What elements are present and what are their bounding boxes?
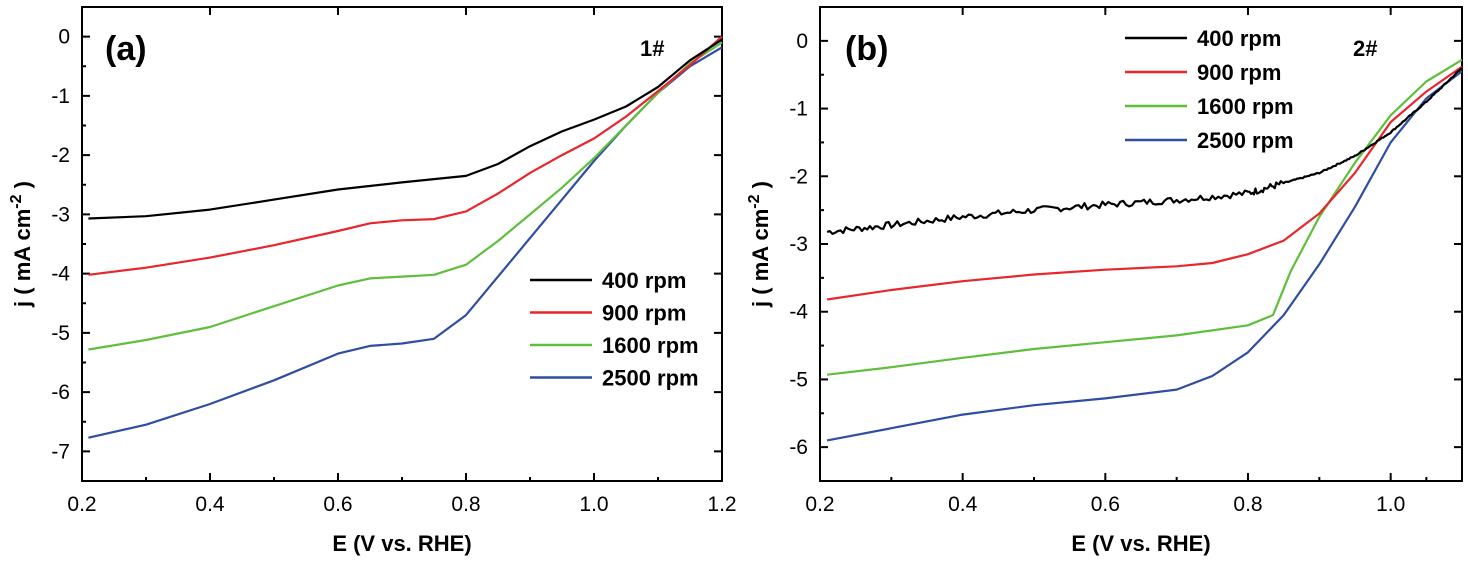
series-line-2500-rpm	[826, 70, 1463, 442]
series-line-400-rpm	[826, 67, 1463, 235]
legend-label: 400 rpm	[1197, 26, 1281, 51]
panel-b: 0.2 0.4 0.6 0.8 1.0 0 -1 -2 -3 -4 -5 -6 E (V vs. RHE…	[746, 6, 1463, 556]
y-tick-label: -2	[789, 165, 808, 188]
x-tick-label: 0.6	[323, 493, 352, 516]
x-tick-label: 1.0	[579, 493, 608, 516]
legend-label: 1600 rpm	[1197, 94, 1294, 119]
x-tick-label: 1.0	[1376, 493, 1405, 516]
panel-label: (b)	[845, 30, 888, 68]
y-tick-label: -5	[51, 322, 70, 345]
x-tick-label: 0.4	[195, 493, 225, 516]
y-axis-title-main: j ( mA cm	[748, 209, 773, 308]
y-axis-title-end: )	[748, 181, 773, 194]
panel-a: 0.2 0.4 0.6 0.8 1.0 1.2 0 -1 -2 -3 -4 -5 -6 -7 E (V vs…	[8, 6, 737, 556]
x-tick-label: 0.8	[451, 493, 480, 516]
y-axis-title-main: j ( mA cm	[10, 209, 35, 308]
legend-label: 400 rpm	[602, 268, 686, 293]
series-line-1600-rpm	[88, 41, 723, 351]
series-line-400-rpm	[88, 38, 723, 220]
x-axis-title: E (V vs. RHE)	[332, 531, 471, 556]
y-tick-label: -4	[51, 263, 70, 286]
legend-label: 1600 rpm	[602, 333, 699, 358]
y-axis-title: j ( mA cm-2 )	[746, 181, 773, 308]
legend-label: 900 rpm	[602, 301, 686, 326]
series-line-900-rpm	[826, 65, 1463, 301]
sample-label: 2#	[1353, 36, 1377, 61]
y-tick-label: -5	[789, 368, 808, 391]
x-tick-label: 0.6	[1091, 493, 1120, 516]
y-tick-label: -2	[51, 144, 70, 167]
y-tick-label: -7	[51, 440, 70, 463]
x-tick-label: 1.2	[707, 493, 736, 516]
y-tick-label: 0	[58, 26, 70, 49]
x-axis-title: E (V vs. RHE)	[1071, 531, 1210, 556]
y-axis-title-superscript: -2	[746, 194, 763, 208]
x-tick-label: 0.8	[1233, 493, 1262, 516]
plot-frame	[81, 6, 723, 482]
y-tick-label: -3	[789, 233, 808, 256]
y-tick-label: 0	[796, 30, 808, 53]
y-axis-title: j ( mA cm-2 )	[8, 181, 35, 308]
y-tick-label: -3	[51, 203, 70, 226]
y-tick-label: -1	[789, 98, 808, 121]
panel-label: (a)	[105, 30, 147, 68]
x-tick-label: 0.2	[67, 493, 96, 516]
x-tick-label: 0.2	[805, 493, 834, 516]
sample-label: 1#	[640, 36, 664, 61]
y-tick-label: -4	[789, 301, 808, 324]
legend-label: 900 rpm	[1197, 60, 1281, 85]
series-line-1600-rpm	[826, 58, 1463, 376]
y-tick-label: -1	[51, 85, 70, 108]
y-tick-label: -6	[789, 436, 808, 459]
x-tick-label: 0.4	[948, 493, 978, 516]
y-axis-title-end: )	[10, 181, 35, 194]
plot-frame	[819, 6, 1463, 482]
series-line-900-rpm	[88, 35, 723, 276]
y-axis-title-superscript: -2	[8, 194, 25, 208]
y-tick-label: -6	[51, 381, 70, 404]
legend-label: 2500 rpm	[602, 366, 699, 391]
legend-label: 2500 rpm	[1197, 128, 1294, 153]
